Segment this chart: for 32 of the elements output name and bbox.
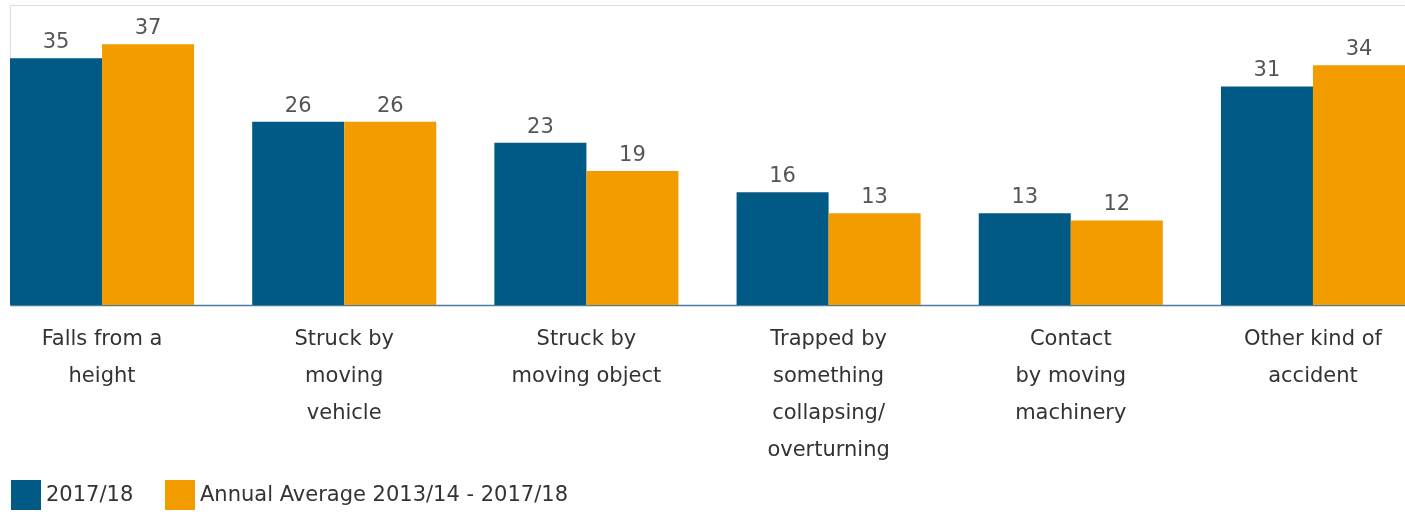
legend-label: Annual Average 2013/14 - 2017/18 (200, 482, 568, 506)
data-label: 12 (1103, 191, 1131, 216)
data-label: 37 (134, 15, 162, 40)
bar (252, 121, 345, 305)
bar (102, 44, 195, 305)
bar (586, 171, 679, 305)
data-label: 34 (1345, 36, 1373, 61)
bar (1070, 220, 1163, 305)
bar (1220, 86, 1313, 305)
data-label: 26 (376, 92, 404, 117)
data-label: 19 (619, 142, 646, 167)
data-label: 13 (1011, 184, 1039, 209)
bar (828, 213, 921, 305)
x-tick-label: Falls from a height (41, 325, 163, 387)
data-label: 35 (42, 29, 70, 54)
bar (344, 121, 437, 305)
x-tick-label: Other kind of accident (1244, 325, 1383, 387)
x-tick-label: Struck by moving object (511, 325, 662, 387)
bar (736, 192, 829, 305)
bar (1312, 65, 1405, 305)
data-label: 31 (1253, 57, 1281, 82)
bar (10, 58, 103, 305)
data-label: 23 (527, 113, 554, 138)
legend-label: 2017/18 (46, 482, 134, 506)
data-label: 16 (769, 163, 796, 188)
data-label: 13 (861, 184, 888, 209)
x-tick-label: Trapped by something collapsing/ overturning (767, 325, 890, 461)
bar (978, 213, 1071, 305)
data-label: 26 (284, 92, 312, 117)
x-tick-label: Contact by moving machinery (1015, 325, 1127, 424)
x-tick-label: Struck by moving vehicle (294, 325, 395, 424)
bar (494, 142, 587, 305)
